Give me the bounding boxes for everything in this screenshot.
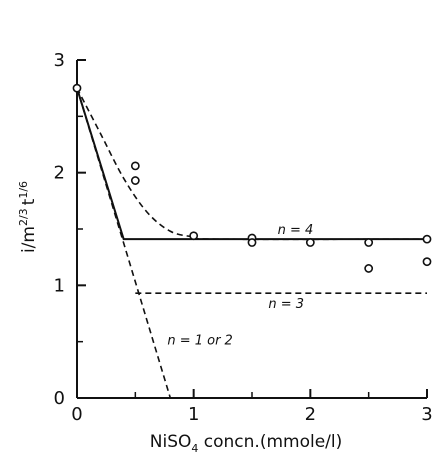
label-n-1-or-2: n = 1 or 2: [167, 333, 233, 348]
points-layer: [72, 83, 432, 273]
label-n-3: n = 3: [268, 297, 304, 312]
x-tick-label: 2: [305, 404, 316, 425]
y-tick-label: 1: [54, 275, 65, 296]
series-layer: [76, 87, 428, 399]
x-axis-title-main: NiSO: [150, 432, 192, 452]
data-point: [364, 264, 374, 273]
y-tick-label: 3: [54, 50, 65, 71]
data-point: [364, 238, 374, 247]
label-n-4: n = 4: [278, 223, 314, 238]
curve-dashed-fit: [76, 87, 428, 241]
axes: 0 1 2 3 0 1 2 3: [54, 50, 433, 425]
data-point: [189, 231, 199, 241]
y-axis-title-exp1: 2/3: [17, 208, 30, 226]
x-tick-label: 3: [421, 404, 432, 425]
labels-layer: n = 4 n = 3 n = 1 or 2 NiSO4 concn.(mmole/l…: [17, 181, 342, 455]
data-point: [247, 238, 257, 247]
line-n-4: [76, 87, 427, 241]
line-n-1-or-2: [76, 87, 172, 399]
y-axis-title: i/m2/3 t1/6: [17, 181, 39, 253]
x-tick-label: 0: [71, 404, 82, 425]
y-axis-title-t: t: [19, 198, 39, 205]
data-point: [130, 176, 140, 185]
data-point: [422, 234, 432, 244]
data-point: [72, 83, 82, 93]
data-point: [305, 238, 315, 247]
y-tick-label: 0: [54, 388, 65, 409]
data-point: [130, 161, 140, 171]
data-point: [422, 257, 432, 267]
x-tick-label: 1: [188, 404, 199, 425]
y-axis-title-exp2: 1/6: [17, 181, 30, 199]
y-axis-title-i: i/m: [19, 226, 39, 253]
y-tick-label: 2: [54, 163, 65, 184]
x-axis-title: NiSO4 concn.(mmole/l): [150, 432, 343, 455]
x-axis-title-rest: concn.(mmole/l): [198, 432, 342, 452]
x-axis-title-sub: 4: [191, 442, 198, 455]
